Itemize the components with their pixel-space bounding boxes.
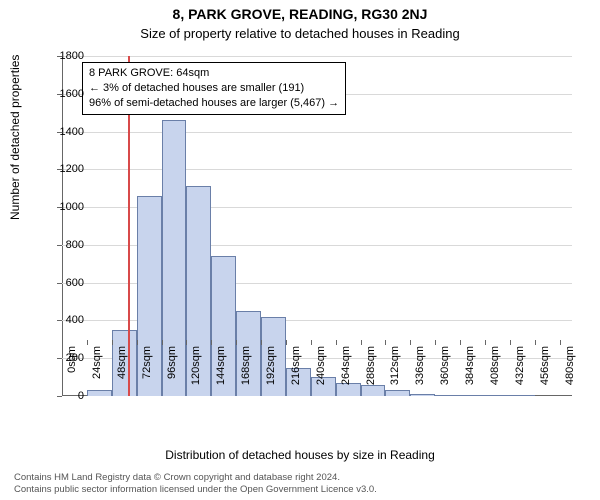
x-tick-label: 192sqm <box>265 346 277 385</box>
y-tick-label: 1600 <box>44 88 84 100</box>
y-tick-label: 800 <box>44 239 84 251</box>
x-tick-label: 120sqm <box>190 346 202 385</box>
x-tick-mark <box>62 340 63 345</box>
x-tick-mark <box>460 340 461 345</box>
x-tick-label: 24sqm <box>91 346 103 379</box>
x-tick-label: 216sqm <box>290 346 302 385</box>
x-tick-label: 264sqm <box>340 346 352 385</box>
footer-attribution: Contains HM Land Registry data © Crown c… <box>14 472 377 496</box>
y-tick-label: 400 <box>44 314 84 326</box>
footer-line: Contains public sector information licen… <box>14 484 377 496</box>
gridline <box>62 132 572 133</box>
x-tick-mark <box>236 340 237 345</box>
page-subtitle: Size of property relative to detached ho… <box>0 22 600 41</box>
annotation-box: 8 PARK GROVE: 64sqm← 3% of detached hous… <box>82 62 346 115</box>
y-tick-label: 1000 <box>44 201 84 213</box>
x-tick-mark <box>336 340 337 345</box>
x-tick-label: 456sqm <box>539 346 551 385</box>
x-tick-label: 48sqm <box>116 346 128 379</box>
x-tick-mark <box>186 340 187 345</box>
histogram-bar <box>460 395 485 396</box>
gridline <box>62 169 572 170</box>
x-tick-mark <box>510 340 511 345</box>
histogram-bar <box>87 390 112 396</box>
footer-line: Contains HM Land Registry data © Crown c… <box>14 472 377 484</box>
y-tick-label: 1400 <box>44 126 84 138</box>
x-tick-label: 240sqm <box>315 346 327 385</box>
page-title: 8, PARK GROVE, READING, RG30 2NJ <box>0 0 600 22</box>
x-tick-mark <box>137 340 138 345</box>
y-tick-label: 1200 <box>44 163 84 175</box>
histogram-bar <box>485 395 510 396</box>
x-tick-label: 0sqm <box>66 346 78 373</box>
x-tick-label: 72sqm <box>141 346 153 379</box>
x-tick-mark <box>162 340 163 345</box>
x-tick-label: 336sqm <box>414 346 426 385</box>
x-tick-label: 384sqm <box>464 346 476 385</box>
y-axis-label: Number of detached properties <box>8 55 22 220</box>
x-tick-mark <box>87 340 88 345</box>
x-tick-mark <box>311 340 312 345</box>
x-tick-label: 96sqm <box>166 346 178 379</box>
x-tick-label: 312sqm <box>389 346 401 385</box>
x-tick-mark <box>211 340 212 345</box>
x-tick-mark <box>435 340 436 345</box>
x-tick-mark <box>361 340 362 345</box>
chart-area: 8 PARK GROVE: 64sqm← 3% of detached hous… <box>62 56 572 396</box>
x-tick-mark <box>286 340 287 345</box>
y-tick-label: 0 <box>44 390 84 402</box>
y-tick-label: 200 <box>44 352 84 364</box>
annotation-line: 96% of semi-detached houses are larger (… <box>89 96 339 111</box>
x-tick-label: 432sqm <box>514 346 526 385</box>
y-tick-label: 1800 <box>44 50 84 62</box>
x-tick-mark <box>485 340 486 345</box>
x-tick-label: 360sqm <box>439 346 451 385</box>
histogram-bar <box>410 394 435 396</box>
x-tick-label: 480sqm <box>564 346 576 385</box>
annotation-line: ← 3% of detached houses are smaller (191… <box>89 81 339 96</box>
histogram-bar <box>361 385 386 396</box>
x-tick-mark <box>112 340 113 345</box>
plot-region: 8 PARK GROVE: 64sqm← 3% of detached hous… <box>62 56 572 396</box>
x-tick-label: 168sqm <box>240 346 252 385</box>
x-tick-mark <box>261 340 262 345</box>
gridline <box>62 56 572 57</box>
x-tick-mark <box>560 340 561 345</box>
histogram-bar <box>385 390 410 396</box>
x-tick-mark <box>385 340 386 345</box>
x-axis-label: Distribution of detached houses by size … <box>0 448 600 462</box>
histogram-bar <box>435 395 460 396</box>
histogram-bar <box>510 395 535 396</box>
x-tick-label: 288sqm <box>365 346 377 385</box>
annotation-line: 8 PARK GROVE: 64sqm <box>89 66 339 81</box>
x-tick-mark <box>410 340 411 345</box>
x-tick-mark <box>535 340 536 345</box>
x-tick-label: 144sqm <box>215 346 227 385</box>
y-axis-line <box>62 56 63 396</box>
x-tick-label: 408sqm <box>489 346 501 385</box>
y-tick-label: 600 <box>44 277 84 289</box>
